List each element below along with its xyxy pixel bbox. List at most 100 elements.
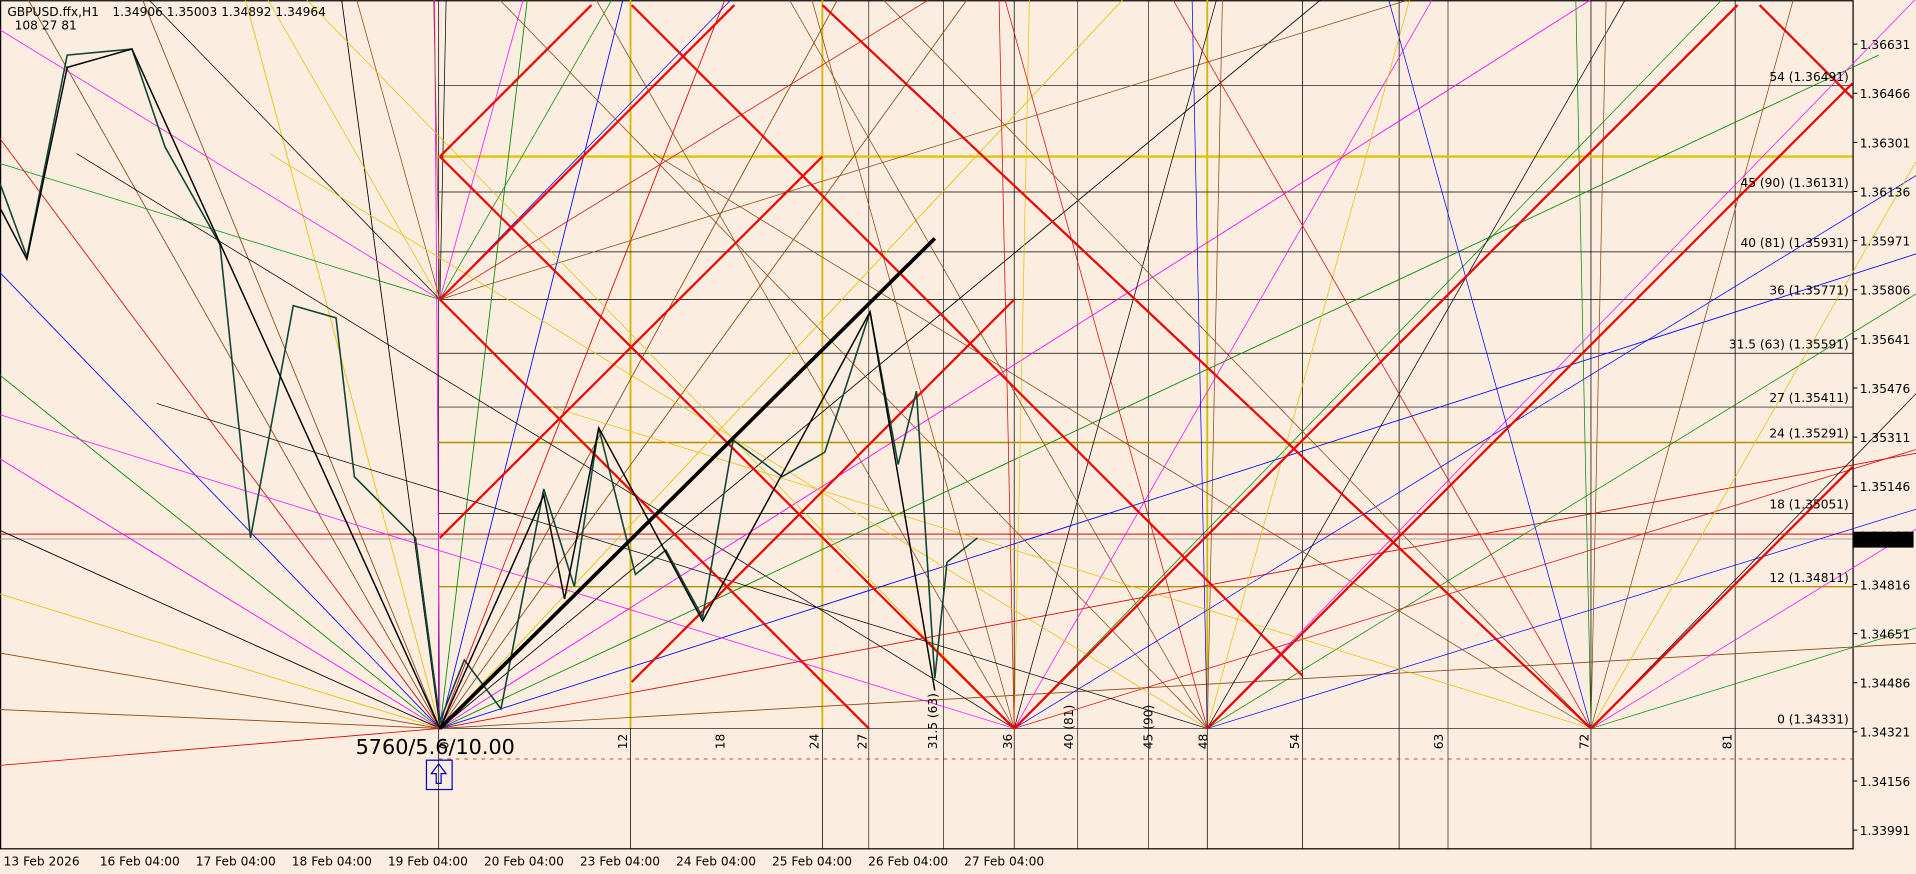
- gann-fan-line: [439, 452, 1916, 729]
- price-axis-label: 1.35641: [1860, 333, 1910, 347]
- gann-fan-line: [882, 0, 1592, 729]
- gann-fan-line: [653, 153, 1592, 729]
- price-axis-label: 1.36136: [1860, 185, 1910, 199]
- time-axis-label: 17 Feb 04:00: [196, 854, 276, 868]
- gann-fan-line: [0, 374, 441, 729]
- gann-fan-line: [0, 414, 1015, 729]
- trend-line: [438, 237, 937, 730]
- time-count-label: 36: [1001, 734, 1015, 750]
- gann-fan-line: [439, 0, 930, 300]
- time-count-label: 54: [1288, 733, 1302, 749]
- gann-square-line: [821, 4, 1592, 730]
- gann-square-line: [1206, 82, 1854, 730]
- level-label: 45 (90) (1.36131): [1740, 176, 1848, 190]
- price-axis-label: 1.35146: [1860, 480, 1910, 494]
- gann-fan-line: [1014, 175, 1916, 729]
- gann-fan-line: [439, 0, 732, 300]
- current-price-label: 1.34964: [1857, 533, 1908, 547]
- gann-fan-line: [148, 0, 441, 300]
- price-axis-label: 1.34156: [1860, 775, 1910, 789]
- gann-fan-line: [0, 137, 441, 729]
- price-axis-label: 1.35806: [1860, 284, 1910, 298]
- level-label: 12 (1.34811): [1769, 571, 1848, 585]
- time-count-label: 45 (90): [1141, 705, 1155, 749]
- gann-fan-line: [0, 652, 440, 729]
- price-axis-label: 1.36466: [1860, 87, 1910, 101]
- current-price-box: [1852, 531, 1914, 548]
- level-label: 54 (1.36491): [1769, 70, 1848, 84]
- time-axis-label: 19 Feb 04:00: [388, 854, 468, 868]
- price-axis-label: 1.36301: [1860, 136, 1910, 150]
- gann-fan-line: [439, 0, 1592, 729]
- gann-fan-line: [1013, 0, 1723, 729]
- symbol: GBPUSD.ffx,H1: [7, 5, 99, 19]
- gann-fan-line: [439, 0, 1124, 729]
- time-axis-label: 20 Feb 04:00: [484, 854, 564, 868]
- price-axis-label: 1.34816: [1860, 578, 1910, 592]
- gann-fan-line: [1388, 0, 1592, 729]
- gann-fan-line: [1004, 0, 1208, 729]
- gann-fan-line: [811, 0, 1015, 729]
- gann-fan-line: [0, 529, 441, 729]
- gann-fan-line: [439, 0, 624, 729]
- gann-fan-line: [439, 0, 447, 300]
- gann-fan-line: [142, 0, 441, 729]
- gann-fan-line: [433, 0, 441, 300]
- gann-fan-line: [1191, 0, 1208, 729]
- gann-fan-line: [439, 0, 1410, 300]
- time-count-label: 18: [714, 734, 728, 750]
- price-axis-label: 1.34651: [1860, 627, 1910, 641]
- gann-fan-line: [439, 253, 1916, 729]
- gann-fan-line: [1013, 0, 1217, 729]
- level-label: 0 (1.34331): [1777, 713, 1849, 727]
- gann-fan-line: [1590, 393, 1916, 729]
- price-axis-label: 1.36631: [1860, 38, 1910, 52]
- gann-fan-line: [0, 593, 441, 729]
- gann-fan-line: [1590, 161, 1916, 729]
- gann-fan-line: [1207, 0, 1916, 729]
- gann-fan-line: [1014, 449, 1916, 729]
- time-count-label: 72: [1578, 734, 1592, 750]
- price-axis-label: 1.34486: [1860, 677, 1910, 691]
- level-label: 18 (1.35051): [1769, 497, 1848, 511]
- gann-fan-line: [76, 153, 1015, 729]
- gann-fan-line: [156, 403, 1208, 729]
- counts: 108 27 81: [15, 18, 77, 32]
- gann-fan-line: [439, 0, 968, 729]
- level-label: 24 (1.35291): [1769, 427, 1848, 441]
- time-count-label: 31.5 (63): [926, 693, 940, 749]
- gann-square-line: [630, 298, 1015, 683]
- time-count-label: 24: [808, 733, 822, 749]
- gann-square-line: [439, 4, 736, 301]
- price-axis-label: 1.34321: [1860, 726, 1910, 740]
- price-axis-label: 1.35971: [1860, 235, 1910, 249]
- gann-fan-line: [1013, 0, 1433, 729]
- time-count-label: 0: [437, 741, 451, 749]
- gann-fan-line: [439, 0, 528, 729]
- info-text: 5760/5.6/10.00: [356, 735, 515, 759]
- level-label: 40 (81) (1.35931): [1740, 236, 1848, 250]
- gann-fan-line: [0, 163, 441, 300]
- gann-fan-line: [1013, 0, 1030, 729]
- time-count-label: 81: [1720, 734, 1734, 750]
- gann-fan-line: [1590, 528, 1916, 729]
- gann-fan-line: [0, 709, 440, 729]
- gann-fan-line: [1206, 0, 1410, 729]
- gann-fan-line: [1590, 627, 1916, 729]
- gann-square-line: [1758, 4, 1854, 99]
- gann-square-line: [439, 155, 824, 539]
- time-axis-label: 26 Feb 04:00: [868, 854, 948, 868]
- level-label: 31.5 (63) (1.35591): [1729, 337, 1849, 351]
- gann-fan-line: [998, 0, 1015, 729]
- gann-fan-line: [0, 271, 441, 729]
- time-axis-label: 23 Feb 04:00: [580, 854, 660, 868]
- gann-fan-line: [306, 0, 1015, 729]
- price-axis-label: 1.35476: [1860, 382, 1910, 396]
- price-axis-label: 1.33991: [1860, 824, 1910, 838]
- gann-fan-line: [1172, 0, 1592, 729]
- level-label: 36 (1.35771): [1769, 284, 1848, 298]
- time-count-label: 40 (81): [1062, 705, 1076, 749]
- gann-fan-line: [434, 0, 441, 729]
